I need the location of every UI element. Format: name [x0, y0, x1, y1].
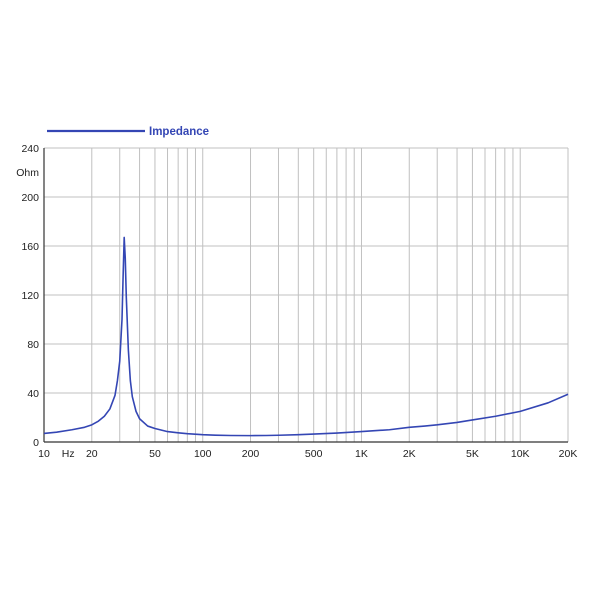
legend-label: Impedance: [149, 126, 209, 138]
data-point: [154, 428, 156, 430]
data-point: [71, 429, 73, 431]
y-tick-label: 120: [21, 290, 39, 302]
x-tick-label: 100: [194, 448, 212, 460]
x-tick-label: 5K: [466, 448, 479, 460]
data-point: [56, 431, 58, 433]
data-point: [519, 411, 521, 413]
data-point: [336, 432, 338, 434]
impedance-line: [43, 236, 569, 437]
data-point: [135, 411, 137, 413]
data-point: [122, 276, 124, 278]
data-point: [456, 422, 458, 424]
y-tick-label: 40: [27, 388, 39, 400]
y-unit-label: Ohm: [16, 167, 39, 179]
data-point: [424, 425, 426, 427]
x-unit-label: Hz: [62, 448, 75, 460]
data-point: [408, 427, 410, 429]
x-tick-label: 20K: [559, 448, 578, 460]
data-point: [91, 424, 93, 426]
data-point: [117, 380, 119, 382]
data-point: [98, 420, 100, 422]
data-point: [278, 434, 280, 436]
data-point: [436, 424, 438, 426]
data-point: [187, 433, 189, 435]
data-point: [250, 435, 252, 437]
data-point: [139, 418, 141, 420]
data-point: [123, 237, 125, 239]
x-tick-label: 2K: [403, 448, 416, 460]
data-point: [43, 433, 45, 435]
data-point: [495, 415, 497, 417]
y-tick-label: 240: [21, 143, 39, 155]
data-point: [567, 393, 569, 395]
y-tick-label: 160: [21, 241, 39, 253]
data-point: [298, 434, 300, 436]
grid: [44, 147, 569, 442]
y-tick-label: 80: [27, 339, 39, 351]
data-point: [389, 429, 391, 431]
data-point: [84, 427, 86, 429]
data-point: [124, 257, 126, 259]
data-point: [230, 435, 232, 437]
x-tick-label: 10: [38, 448, 50, 460]
data-point: [104, 415, 106, 417]
tick-labels: 0 40 80 120 160 200 240 Ohm 10 20 50 100 200 500 1K 2K 5…: [16, 143, 577, 460]
data-point: [472, 419, 474, 421]
data-point: [114, 395, 116, 397]
x-tick-label: 50: [149, 448, 161, 460]
y-tick-label: 200: [21, 192, 39, 204]
data-point: [313, 433, 315, 435]
x-tick-label: 1K: [355, 448, 368, 460]
data-point: [109, 408, 111, 410]
data-point: [202, 434, 204, 436]
data-point: [547, 402, 549, 404]
series: [43, 236, 569, 437]
y-tick-label: 0: [33, 437, 39, 449]
data-point: [130, 380, 132, 382]
data-point: [265, 435, 267, 437]
data-point: [128, 349, 130, 351]
data-point: [121, 319, 123, 321]
data-point: [361, 431, 363, 433]
data-point: [177, 432, 179, 434]
data-point: [167, 431, 169, 433]
data-point: [119, 360, 121, 362]
data-point: [132, 396, 134, 398]
x-tick-label: 20: [86, 448, 98, 460]
data-point: [126, 297, 128, 299]
data-point: [147, 425, 149, 427]
data-point: [215, 434, 217, 436]
x-tick-label: 10K: [511, 448, 530, 460]
x-tick-label: 500: [305, 448, 323, 460]
axes: [43, 148, 568, 443]
legend: Impedance: [47, 126, 209, 138]
x-tick-label: 200: [242, 448, 260, 460]
